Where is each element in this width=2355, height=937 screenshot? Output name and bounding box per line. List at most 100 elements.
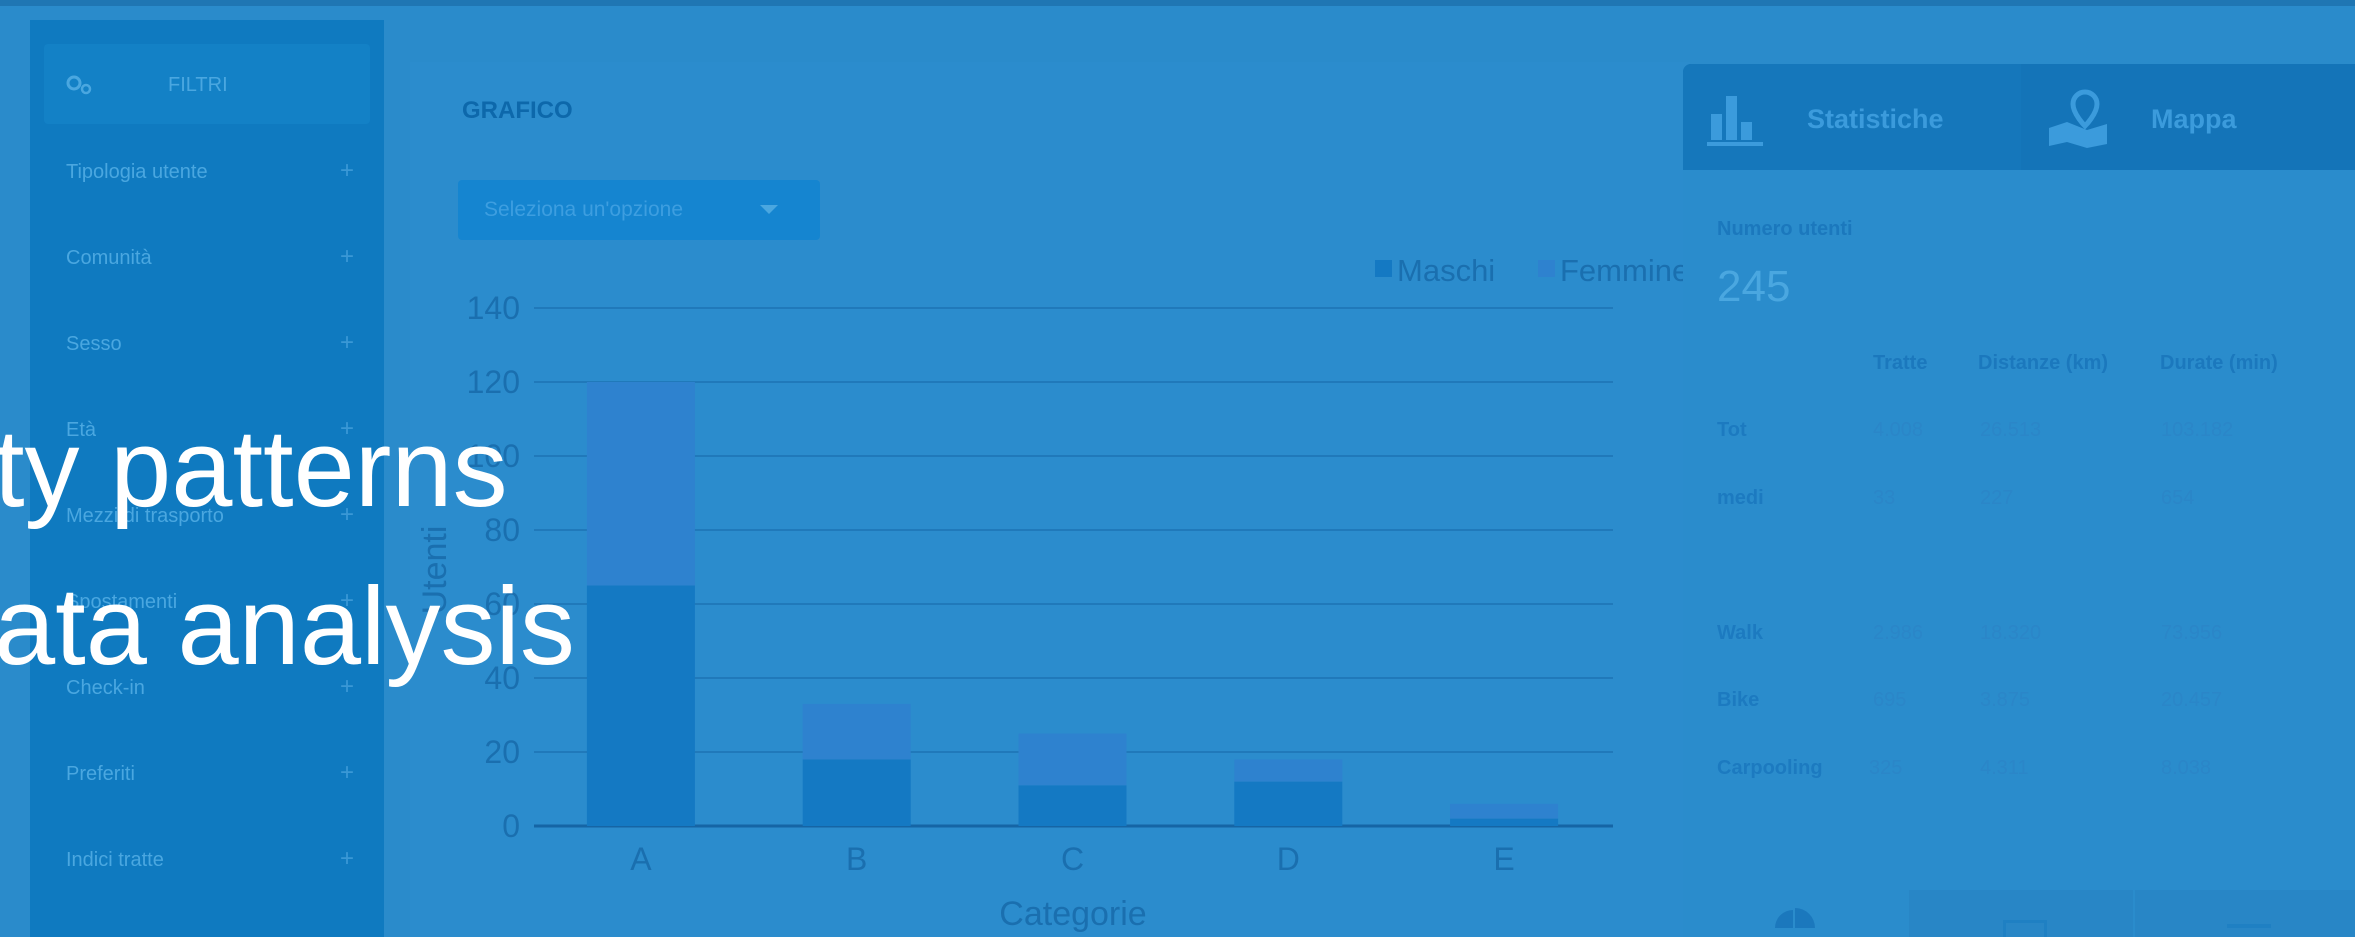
bar-chart-icon	[1707, 96, 1763, 146]
option-select-placeholder: Seleziona un'opzione	[484, 198, 683, 221]
sidebar-item-5[interactable]: Mezzi di trasporto +	[36, 497, 354, 537]
expand-plus-icon[interactable]: +	[340, 415, 355, 442]
x-tick-label: E	[1493, 841, 1514, 877]
chart-panel-title: GRAFICO	[462, 97, 573, 124]
stats-row-label: Carpooling	[1717, 757, 1823, 779]
bar-femmine-D	[1234, 759, 1343, 782]
users-count-label: Numero utenti	[1717, 218, 1853, 240]
y-axis-title: Utenti	[416, 526, 454, 615]
expand-plus-icon[interactable]: +	[340, 845, 355, 872]
sidebar-item-9[interactable]: Indici tratte +	[36, 841, 354, 881]
stats-column-header: Distanze (km)	[1978, 352, 2109, 374]
tab-mappa-label: Mappa	[2151, 104, 2237, 134]
stats-panel	[1683, 64, 2355, 937]
stats-row-label: medi	[1717, 487, 1764, 509]
sidebar-item-label: Check-in	[66, 677, 145, 699]
sidebar-item-8[interactable]: Preferiti +	[36, 755, 354, 795]
sidebar-item-label: Età	[66, 419, 97, 441]
expand-plus-icon[interactable]: +	[340, 587, 355, 614]
y-tick-label: 80	[484, 512, 520, 548]
pie-chart-icon	[1775, 908, 1815, 928]
sidebar-item-label: Mezzi di trasporto	[66, 505, 224, 527]
sidebar-item-3[interactable]: Sesso +	[36, 325, 354, 365]
stats-cell: 26.513	[1980, 419, 2042, 441]
stats-cell: 33	[1873, 487, 1896, 509]
expand-plus-icon[interactable]: +	[340, 759, 355, 786]
sidebar-item-label: Preferiti	[66, 763, 135, 785]
y-tick-label: 60	[484, 586, 520, 622]
x-tick-label: D	[1277, 841, 1300, 877]
legend-swatch-femmine	[1538, 260, 1555, 277]
sidebar-item-2[interactable]: Comunità +	[36, 239, 354, 279]
stats-row-label: Bike	[1717, 689, 1760, 711]
headline-line-2: ata analysis	[0, 565, 575, 688]
sidebar-item-label: Comunità	[66, 247, 152, 269]
stats-tabs: Statistiche Mappa	[1683, 64, 2355, 170]
stats-cell: 695	[1873, 689, 1907, 711]
sidebar-item-1[interactable]: Tipologia utente +	[36, 153, 354, 193]
x-tick-label: B	[846, 841, 867, 877]
stats-cell: 227	[1980, 487, 2014, 509]
y-tick-label: 140	[467, 290, 520, 326]
sidebar-item-label: Indici tratte	[66, 849, 164, 871]
bar-femmine-B	[802, 703, 911, 760]
tab-statistiche[interactable]: Statistiche	[1683, 64, 2021, 170]
filters-title: FILTRI	[168, 74, 228, 96]
legend-swatch-maschi	[1375, 260, 1392, 277]
stats-column-header: Durate (min)	[2160, 352, 2278, 374]
tab-mappa[interactable]: Mappa	[2021, 64, 2355, 170]
stats-cell: 8.038	[2161, 757, 2212, 779]
x-tick-label: A	[630, 841, 652, 877]
stats-cell: 4.311	[1980, 757, 2029, 779]
sidebar-item-7[interactable]: Check-in +	[36, 669, 354, 709]
bar-maschi-B	[802, 759, 911, 826]
stats-cell: 654	[2161, 487, 2195, 509]
expand-plus-icon[interactable]: +	[340, 157, 355, 184]
filters-sidebar	[30, 20, 384, 937]
expand-plus-icon[interactable]: +	[340, 501, 355, 528]
list-icon	[2227, 924, 2271, 928]
y-tick-label: 100	[467, 438, 520, 474]
stats-row-label: Tot	[1717, 419, 1747, 441]
y-tick-label: 40	[484, 660, 520, 696]
sidebar-item-label: Tipologia utente	[66, 161, 208, 183]
filters-header[interactable]: FILTRI	[44, 44, 370, 124]
footer-tab-2[interactable]	[1909, 890, 2133, 937]
x-tick-label: C	[1061, 841, 1084, 877]
sidebar-item-6[interactable]: Spostamenti +	[36, 583, 354, 623]
footer-tab-3[interactable]	[2135, 890, 2355, 937]
users-count-value: 245	[1717, 262, 1791, 311]
stats-cell: 4.008	[1873, 419, 1924, 441]
table-icon	[2003, 920, 2047, 937]
stats-column-header: Tratte	[1873, 352, 1928, 374]
legend-label-femmine: Femmine	[1560, 253, 1689, 288]
bar-maschi-A	[586, 585, 695, 826]
sidebar-item-label: Spostamenti	[66, 591, 178, 613]
legend-label-maschi: Maschi	[1397, 253, 1495, 288]
tab-statistiche-label: Statistiche	[1807, 104, 1944, 134]
option-select[interactable]: Seleziona un'opzione	[458, 180, 820, 240]
expand-plus-icon[interactable]: +	[340, 329, 355, 356]
stats-footer-tabs	[1683, 890, 2355, 937]
bar-maschi-D	[1234, 781, 1343, 826]
stats-cell: 2.986	[1873, 622, 1924, 644]
top-bar	[0, 0, 2355, 6]
stats-cell: 73.956	[2161, 622, 2223, 644]
expand-plus-icon[interactable]: +	[340, 243, 355, 270]
bar-maschi-E	[1450, 818, 1559, 826]
y-tick-label: 20	[484, 734, 520, 770]
bar-chart: 0 20 40 60 80 100 120 140 A B C D E Categorie Utenti Ma…	[416, 253, 1689, 933]
footer-tab-pie[interactable]	[1683, 890, 1907, 937]
sidebar-item-label: Sesso	[66, 333, 122, 355]
stats-cell: 103.182	[2161, 419, 2234, 441]
y-tick-label: 0	[502, 808, 520, 844]
x-axis-title: Categorie	[999, 895, 1146, 933]
chevron-down-icon	[760, 205, 778, 214]
bar-femmine-E	[1450, 803, 1559, 819]
stats-cell: 325	[1869, 757, 1903, 779]
bar-femmine-C	[1018, 733, 1127, 786]
headline-line-1: ty patterns	[0, 407, 508, 530]
stats-row-label: Walk	[1717, 622, 1763, 644]
expand-plus-icon[interactable]: +	[340, 673, 355, 700]
sidebar-item-4[interactable]: Età +	[36, 411, 354, 451]
